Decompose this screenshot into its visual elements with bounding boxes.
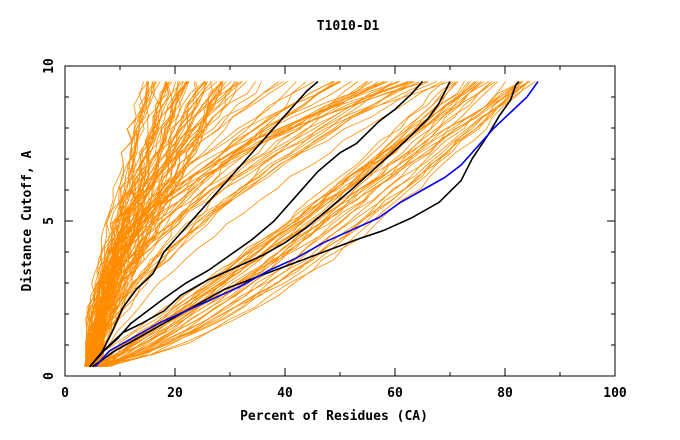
model-curve	[95, 81, 289, 367]
model-curve	[92, 81, 393, 367]
model-curve	[88, 81, 507, 368]
model-curve	[97, 81, 443, 367]
highlighted-curve	[89, 81, 451, 368]
y-axis-label: Distance Cutoff, A	[20, 150, 35, 291]
model-curve	[89, 81, 399, 367]
curve-bundle	[83, 81, 536, 368]
highlighted-curve	[89, 80, 424, 368]
x-tick-label: 0	[61, 386, 69, 401]
highlighted-curve	[92, 80, 520, 368]
x-tick-label: 80	[497, 386, 513, 401]
x-axis-label: Percent of Residues (CA)	[240, 409, 428, 424]
y-tick-label: 10	[42, 58, 57, 74]
model-curve	[86, 81, 247, 367]
model-curve	[110, 81, 465, 368]
model-curve	[92, 81, 367, 367]
highlighted-curve	[89, 80, 319, 368]
model-curve	[101, 81, 482, 368]
highlighted-curves	[89, 80, 539, 368]
model-curve	[104, 81, 521, 368]
model-curve	[87, 81, 427, 367]
model-curve	[96, 81, 239, 367]
model-curve	[88, 81, 454, 368]
model-curve	[90, 81, 399, 367]
x-tick-label: 100	[603, 386, 627, 401]
x-tick-label: 40	[277, 386, 293, 401]
y-tick-label: 5	[42, 217, 57, 225]
y-tick-label: 0	[42, 372, 57, 380]
model-curve	[95, 81, 412, 367]
model-curve	[95, 81, 521, 368]
model-curve	[93, 81, 429, 367]
model-curve	[97, 81, 352, 367]
axes: 0 20 40 60 80 100 0 5 10	[42, 58, 627, 401]
model-curve	[87, 81, 359, 367]
model-curve	[86, 81, 157, 367]
model-curve	[90, 81, 242, 367]
x-tick-label: 20	[167, 386, 183, 401]
model-curve	[85, 81, 385, 367]
model-curve	[105, 81, 477, 368]
chart-title: T1010-D1	[317, 19, 380, 34]
model-curve	[90, 81, 339, 367]
reference-curve	[94, 81, 539, 368]
x-tick-label: 60	[387, 386, 403, 401]
model-curve	[93, 81, 528, 368]
model-curve	[94, 81, 457, 368]
model-curve	[101, 81, 484, 368]
model-curve	[93, 81, 499, 368]
model-curve	[98, 81, 459, 368]
